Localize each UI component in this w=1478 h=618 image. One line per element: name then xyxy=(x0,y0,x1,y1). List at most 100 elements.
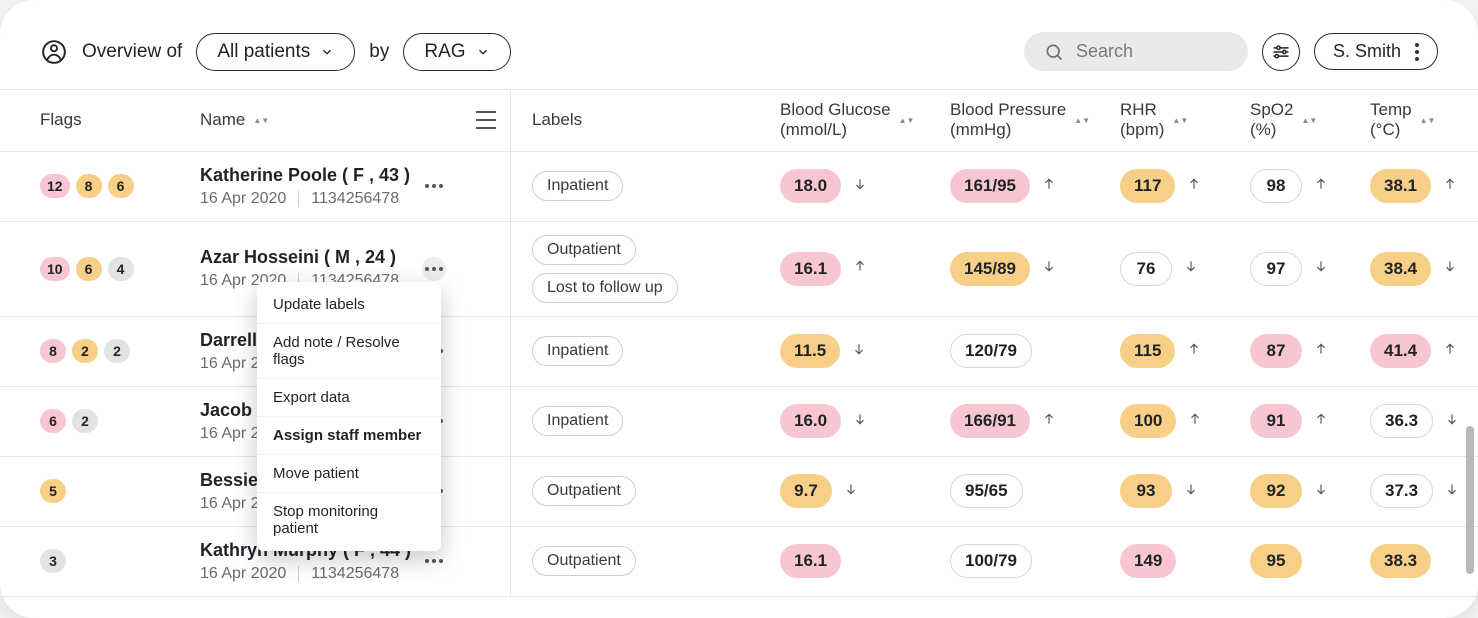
th-flags[interactable]: Flags xyxy=(40,110,200,130)
labels-cell: Inpatient xyxy=(510,336,780,366)
metric-spo2: 87 xyxy=(1250,334,1370,368)
table-row[interactable]: 822Darrell Stew16 Apr 20201Inpatient11.5… xyxy=(0,317,1478,387)
metric-value: 166/91 xyxy=(950,404,1030,438)
context-menu-item[interactable]: Update labels xyxy=(257,286,441,323)
context-menu-item[interactable]: Add note / Resolve flags xyxy=(257,323,441,378)
hamburger-icon[interactable] xyxy=(476,111,496,129)
context-menu: Update labelsAdd note / Resolve flagsExp… xyxy=(257,282,441,551)
metric-spo2: 97 xyxy=(1250,252,1370,286)
metric-bp: 120/79 xyxy=(950,334,1120,368)
app-logo-icon xyxy=(40,38,68,66)
th-blood-glucose[interactable]: Blood Glucose(mmol/L)▲▼ xyxy=(780,100,950,141)
label-chip[interactable]: Inpatient xyxy=(532,171,623,201)
labels-cell: Outpatient xyxy=(510,546,780,576)
context-menu-item[interactable]: Stop monitoring patient xyxy=(257,492,441,547)
metric-bg: 18.0 xyxy=(780,169,950,203)
metric-value: 98 xyxy=(1250,169,1302,203)
sort-icon: ▲▼ xyxy=(1172,116,1188,126)
table-row[interactable]: 62Jacob Jones16 Apr 2020Inpatient16.0166… xyxy=(0,387,1478,457)
overview-label: Overview of xyxy=(82,41,182,63)
metric-temp: 37.3 xyxy=(1370,474,1478,508)
row-menu-button[interactable] xyxy=(422,549,446,573)
trend-down-icon xyxy=(1445,481,1459,502)
trend-up-icon xyxy=(1187,341,1201,362)
flag-badge: 5 xyxy=(40,479,66,503)
label-chip[interactable]: Outpatient xyxy=(532,546,636,576)
th-name[interactable]: Name ▲▼ xyxy=(200,110,510,130)
flag-badge: 2 xyxy=(72,339,98,363)
user-menu-button[interactable]: S. Smith xyxy=(1314,33,1438,70)
flag-badge: 2 xyxy=(72,409,98,433)
filter-rag-label: RAG xyxy=(424,41,465,63)
table-row[interactable]: 5Bessie Coop16 Apr 2020Outpatient9.795/6… xyxy=(0,457,1478,527)
label-chip[interactable]: Lost to follow up xyxy=(532,273,678,303)
trend-down-icon xyxy=(1314,481,1328,502)
table-row[interactable]: 3Kathryn Murphy ( F , 44 )16 Apr 2020113… xyxy=(0,527,1478,597)
row-menu-button[interactable] xyxy=(422,174,446,198)
labels-cell: Inpatient xyxy=(510,171,780,201)
label-chip[interactable]: Outpatient xyxy=(532,235,636,265)
metric-temp: 38.3 xyxy=(1370,544,1478,578)
metric-value: 100 xyxy=(1120,404,1176,438)
metric-value: 16.0 xyxy=(780,404,841,438)
search-icon xyxy=(1044,42,1064,62)
label-chip[interactable]: Inpatient xyxy=(532,336,623,366)
header: Overview of All patients by RAG Search S… xyxy=(0,0,1478,79)
metric-value: 161/95 xyxy=(950,169,1030,203)
trend-up-icon xyxy=(1314,411,1328,432)
context-menu-item[interactable]: Export data xyxy=(257,378,441,416)
trend-up-icon xyxy=(1314,176,1328,197)
row-menu-button[interactable] xyxy=(422,257,446,281)
metric-value: 37.3 xyxy=(1370,474,1433,508)
patient-name: Azar Hosseini ( M , 24 ) xyxy=(200,247,399,268)
metric-value: 36.3 xyxy=(1370,404,1433,438)
metric-rhr: 100 xyxy=(1120,404,1250,438)
horizontal-dots-icon xyxy=(425,559,443,563)
settings-sliders-icon[interactable] xyxy=(1262,33,1300,71)
flags-cell: 1064 xyxy=(40,257,200,281)
labels-cell: Outpatient Lost to follow up xyxy=(510,235,780,303)
label-chip[interactable]: Outpatient xyxy=(532,476,636,506)
metric-bp: 95/65 xyxy=(950,474,1120,508)
metric-value: 76 xyxy=(1120,252,1172,286)
metric-value: 149 xyxy=(1120,544,1176,578)
user-name: S. Smith xyxy=(1333,41,1401,62)
metric-bp: 100/79 xyxy=(950,544,1120,578)
trend-up-icon xyxy=(1188,411,1202,432)
metric-temp: 38.1 xyxy=(1370,169,1478,203)
trend-up-icon xyxy=(1443,176,1457,197)
metric-rhr: 115 xyxy=(1120,334,1250,368)
metric-bp: 145/89 xyxy=(950,252,1120,286)
metric-bg: 16.1 xyxy=(780,544,950,578)
metric-spo2: 95 xyxy=(1250,544,1370,578)
search-input[interactable]: Search xyxy=(1024,32,1248,71)
table-row[interactable]: 1064Azar Hosseini ( M , 24 )16 Apr 20201… xyxy=(0,222,1478,317)
th-blood-pressure[interactable]: Blood Pressure(mmHg)▲▼ xyxy=(950,100,1120,141)
flag-badge: 6 xyxy=(40,409,66,433)
filter-patients-dropdown[interactable]: All patients xyxy=(196,33,355,71)
th-spo2[interactable]: SpO2(%)▲▼ xyxy=(1250,100,1370,141)
flags-cell: 1286 xyxy=(40,174,200,198)
th-labels[interactable]: Labels xyxy=(510,110,780,130)
th-temp[interactable]: Temp(°C)▲▼ xyxy=(1370,100,1478,141)
table-row[interactable]: 1286Katherine Poole ( F , 43 )16 Apr 202… xyxy=(0,152,1478,222)
metric-value: 18.0 xyxy=(780,169,841,203)
flag-badge: 12 xyxy=(40,174,70,198)
chevron-down-icon xyxy=(476,45,490,59)
context-menu-item[interactable]: Assign staff member xyxy=(257,416,441,454)
flags-cell: 62 xyxy=(40,409,200,433)
th-rhr[interactable]: RHR(bpm)▲▼ xyxy=(1120,100,1250,141)
metric-bp: 161/95 xyxy=(950,169,1120,203)
flag-badge: 4 xyxy=(108,257,134,281)
metric-value: 87 xyxy=(1250,334,1302,368)
flag-badge: 8 xyxy=(40,339,66,363)
label-chip[interactable]: Inpatient xyxy=(532,406,623,436)
context-menu-item[interactable]: Move patient xyxy=(257,454,441,492)
filter-rag-dropdown[interactable]: RAG xyxy=(403,33,510,71)
trend-up-icon xyxy=(853,258,867,279)
flags-cell: 3 xyxy=(40,549,200,573)
metric-value: 16.1 xyxy=(780,544,841,578)
trend-up-icon xyxy=(1187,176,1201,197)
metric-value: 93 xyxy=(1120,474,1172,508)
metric-bg: 11.5 xyxy=(780,334,950,368)
